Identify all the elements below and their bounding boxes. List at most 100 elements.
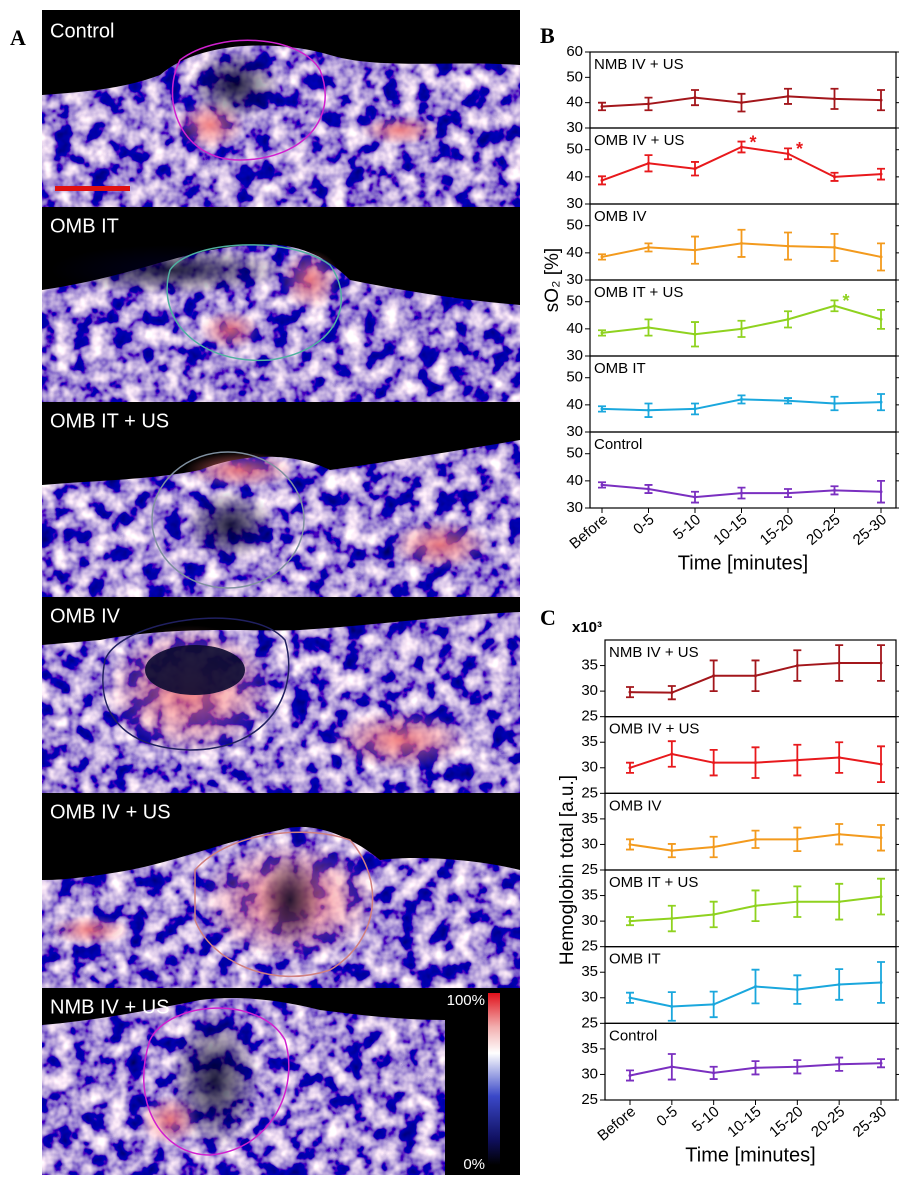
point — [837, 1062, 841, 1066]
y-axis-title: sO₂ [%] — [542, 248, 563, 312]
roi-outline — [194, 831, 374, 978]
y-tick-label: 40 — [566, 472, 583, 489]
subplot-title: OMB IV + US — [594, 132, 684, 149]
x-tick-label: 20-25 — [808, 1103, 848, 1141]
panel-letter: A — [10, 25, 26, 50]
point — [833, 175, 836, 179]
y-tick-label: 60 — [566, 43, 583, 60]
subplot-title: OMB IV — [609, 797, 662, 814]
point — [647, 245, 650, 249]
background — [42, 793, 520, 880]
point — [670, 1004, 674, 1008]
point — [712, 1002, 716, 1006]
image-label: OMB IT + US — [50, 410, 169, 432]
panel-letter: C — [540, 605, 556, 630]
subplot-title: NMB IV + US — [609, 644, 699, 661]
point — [670, 849, 674, 853]
y-tick-label: 25 — [581, 784, 598, 801]
subplot-title: OMB IT + US — [594, 284, 683, 301]
texture — [42, 10, 520, 1175]
y-tick-label: 30 — [566, 271, 583, 288]
blob — [50, 915, 130, 945]
roi-outline — [171, 39, 326, 161]
annotation: * — [750, 132, 757, 152]
roi-outline — [166, 244, 343, 362]
point — [628, 919, 632, 923]
y-tick-label: 40 — [566, 94, 583, 111]
point — [879, 1061, 883, 1065]
point — [754, 761, 757, 765]
annotation: * — [796, 139, 803, 159]
point — [628, 842, 632, 846]
x-tick-label: 0-5 — [653, 1103, 681, 1130]
y-tick-label: 30 — [566, 423, 583, 440]
y-tick-label: 50 — [566, 68, 583, 85]
point — [786, 152, 790, 156]
colorbar-max: 100% — [447, 992, 485, 1009]
roi-outline — [102, 617, 290, 751]
x-tick-label: 15-20 — [757, 511, 797, 549]
y-tick-label: 50 — [566, 369, 583, 386]
annotation: * — [843, 291, 850, 311]
blob — [330, 710, 470, 770]
point — [712, 1071, 716, 1075]
blob — [140, 1095, 200, 1145]
point — [693, 332, 697, 336]
x-tick-label: 20-25 — [803, 511, 843, 549]
point — [837, 832, 841, 836]
point — [754, 904, 757, 908]
subplot-frame — [604, 1022, 897, 1101]
image-label: Control — [50, 20, 114, 42]
image-label: OMB IV + US — [50, 801, 171, 823]
y-tick-label: 35 — [581, 657, 598, 674]
point — [786, 244, 790, 248]
point — [879, 762, 883, 766]
point — [647, 408, 650, 412]
x-tick-label: 10-15 — [724, 1103, 764, 1141]
subplot-title: OMB IT + US — [609, 874, 698, 891]
background — [42, 597, 520, 645]
y-tick-label: 25 — [581, 1091, 598, 1108]
point — [786, 317, 790, 321]
point — [786, 491, 790, 495]
point — [833, 488, 836, 492]
point — [670, 1065, 674, 1069]
y-multiplier: x10³ — [572, 619, 602, 636]
point — [879, 255, 883, 259]
blob — [190, 50, 280, 120]
point — [833, 245, 836, 249]
point — [837, 982, 841, 986]
point — [786, 94, 790, 98]
point — [670, 752, 674, 756]
point — [600, 104, 604, 108]
y-tick-label: 40 — [566, 320, 583, 337]
image-panel-a — [42, 10, 520, 1175]
point — [693, 407, 697, 411]
point — [628, 1073, 632, 1077]
y-tick-label: 30 — [581, 989, 598, 1006]
point — [712, 761, 716, 765]
point — [837, 661, 841, 665]
point — [600, 483, 604, 487]
point — [833, 402, 836, 405]
y-tick-label: 30 — [581, 912, 598, 929]
point — [754, 985, 757, 989]
x-tick-label: Before — [566, 511, 611, 552]
point — [795, 664, 799, 668]
point — [837, 756, 841, 760]
x-tick-label: 5-10 — [689, 1103, 723, 1135]
point — [647, 161, 650, 165]
background — [42, 10, 520, 95]
point — [628, 996, 632, 1000]
point — [795, 1065, 799, 1069]
y-tick-label: 30 — [566, 499, 583, 516]
point — [647, 102, 650, 106]
point — [647, 487, 650, 491]
subplot-title: Control — [594, 436, 642, 453]
point — [670, 917, 674, 921]
point — [879, 317, 883, 321]
subplot-title: OMB IT — [594, 360, 646, 377]
point — [833, 97, 836, 101]
point — [786, 399, 790, 403]
